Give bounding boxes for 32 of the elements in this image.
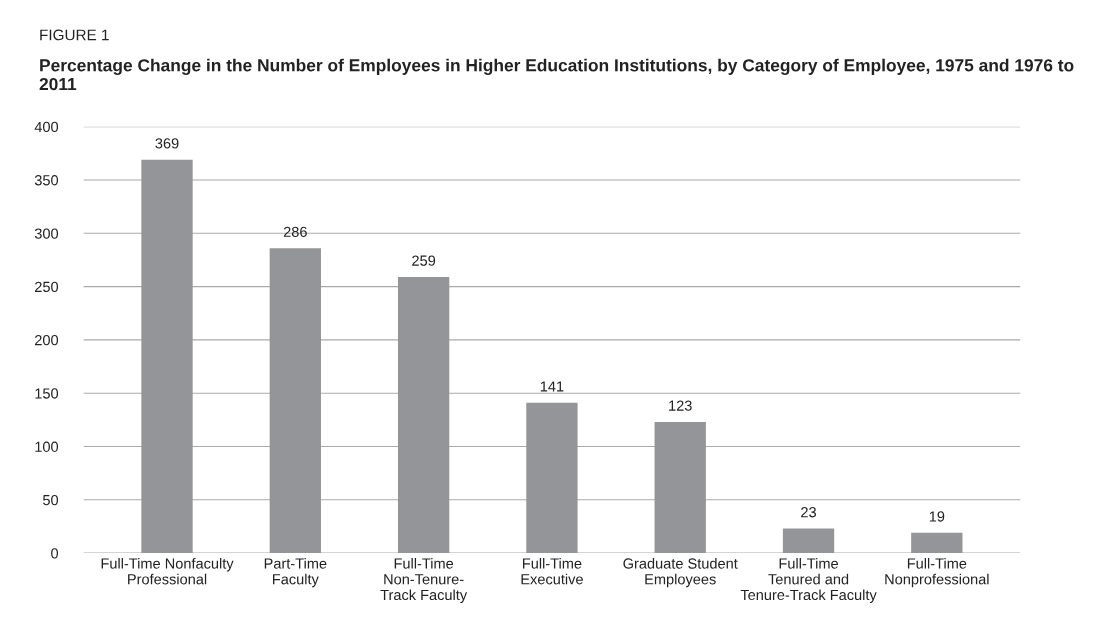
- data-label: 123: [669, 400, 692, 411]
- y-tick-label: 300: [34, 228, 59, 239]
- data-label: 259: [412, 255, 436, 266]
- y-tick-label: 0: [51, 548, 59, 559]
- bar: [911, 532, 963, 554]
- x-tick-label: Full-Time Nonfaculty Professional: [101, 557, 234, 585]
- x-tick-label: Part-Time Faculty: [264, 557, 327, 588]
- bar: [269, 248, 321, 554]
- y-tick-label: 400: [34, 121, 59, 133]
- x-tick-label: Graduate Student Employees: [623, 557, 738, 588]
- chart-title: Percentage Change in the Number of Employees in Higher Education Institutions, by Category of Employee, 1975 and 1976 to 2011: [39, 58, 1074, 91]
- bar: [526, 402, 578, 554]
- data-label: 141: [540, 381, 564, 392]
- y-tick-label: 350: [34, 175, 59, 186]
- bar: [397, 277, 450, 554]
- bar: [782, 528, 835, 554]
- y-tick-label: 200: [35, 335, 59, 346]
- x-tick-label: Full-Time Executive: [521, 557, 583, 585]
- data-label: 23: [801, 507, 816, 518]
- caption: FIGURE 1: [40, 29, 109, 41]
- x-tick-label: Full-Time Non-Tenure- Track Faculty: [380, 557, 468, 603]
- y-tick-label: 100: [35, 441, 59, 452]
- data-label: 369: [155, 138, 179, 149]
- data-label: 19: [929, 511, 945, 522]
- y-tick-label: 50: [42, 494, 59, 506]
- bar: [141, 159, 193, 554]
- data-label: 286: [283, 226, 307, 237]
- y-tick-label: 250: [35, 281, 59, 293]
- bar: [654, 421, 706, 554]
- x-tick-label: Full-Time Tenured and Tenure-Track Faculty: [740, 557, 877, 603]
- x-tick-label: Full-Time Nonprofessional: [885, 557, 989, 588]
- y-tick-label: 150: [35, 388, 59, 399]
